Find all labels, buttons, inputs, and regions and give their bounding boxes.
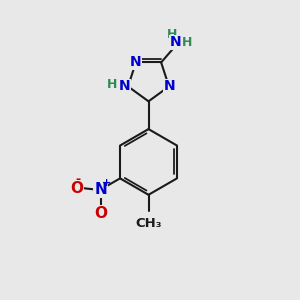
Text: N: N (130, 56, 141, 69)
Text: N: N (170, 35, 181, 50)
Text: N: N (94, 182, 107, 197)
Text: H: H (167, 28, 178, 41)
Text: H: H (182, 36, 193, 49)
Text: N: N (119, 80, 130, 94)
Text: -: - (75, 173, 80, 186)
Text: CH₃: CH₃ (135, 217, 162, 230)
Text: O: O (94, 206, 107, 221)
Text: H: H (107, 79, 118, 92)
Text: O: O (70, 181, 83, 196)
Text: +: + (101, 178, 111, 188)
Text: N: N (164, 80, 176, 94)
